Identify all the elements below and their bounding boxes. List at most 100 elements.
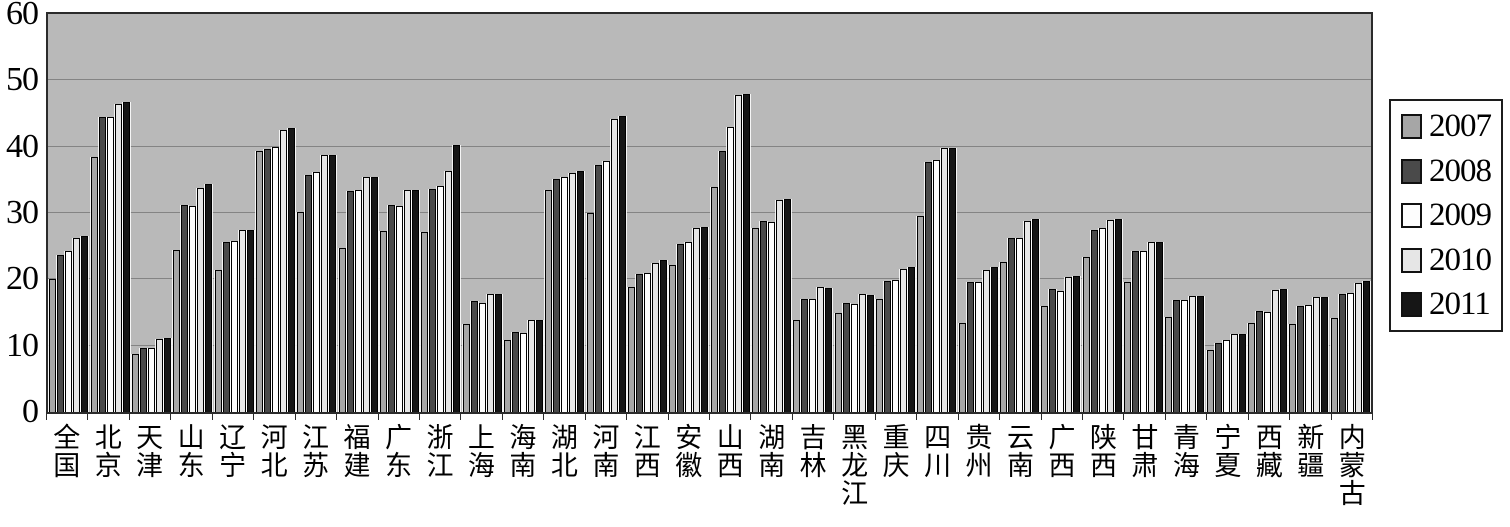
bar-陕西-2008 xyxy=(1090,229,1098,412)
bar-重庆-2011 xyxy=(908,267,916,412)
x-axis-label-江苏: 江苏 xyxy=(302,423,330,481)
bar-四川-2008 xyxy=(925,161,933,412)
bar-四川-2009 xyxy=(933,159,941,412)
legend-item-2007: 2007 xyxy=(1401,110,1493,143)
bar-黑龙江-2007 xyxy=(834,312,842,412)
bar-重庆-2007 xyxy=(876,298,884,412)
x-tick xyxy=(544,412,586,420)
x-axis-label-广西: 广西 xyxy=(1048,423,1076,481)
bar-group-海南 xyxy=(503,14,544,412)
bar-group-湖北 xyxy=(544,14,585,412)
bar-group-福建 xyxy=(337,14,378,412)
bar-江西-2009 xyxy=(643,272,651,412)
x-axis-label-内蒙古: 内蒙古 xyxy=(1338,423,1366,509)
bar-group-山东 xyxy=(172,14,213,412)
bar-全国-2007 xyxy=(49,278,57,412)
bar-福建-2009 xyxy=(354,190,362,412)
bar-北京-2009 xyxy=(106,116,114,412)
bar-海南-2007 xyxy=(503,339,511,412)
bar-青海-2008 xyxy=(1173,299,1181,412)
bar-广东-2011 xyxy=(411,190,419,412)
bar-全国-2011 xyxy=(81,236,89,412)
bar-group-辽宁 xyxy=(213,14,254,412)
bar-山东-2011 xyxy=(205,184,213,412)
bar-group-内蒙古 xyxy=(1330,14,1371,412)
bar-河北-2007 xyxy=(255,150,263,412)
bar-江苏-2011 xyxy=(329,154,337,412)
gridline xyxy=(48,145,1371,147)
bar-山东-2010 xyxy=(197,187,205,412)
x-tick xyxy=(88,412,130,420)
bar-上海-2009 xyxy=(478,302,486,412)
bar-内蒙古-2010 xyxy=(1354,282,1362,412)
bar-天津-2007 xyxy=(131,354,139,412)
bar-group-青海 xyxy=(1164,14,1205,412)
bar-河南-2011 xyxy=(618,116,626,412)
bar-江西-2011 xyxy=(659,260,667,412)
x-tick xyxy=(420,412,462,420)
bar-云南-2010 xyxy=(1024,220,1032,412)
bar-group-河南 xyxy=(585,14,626,412)
x-axis-label-天津: 天津 xyxy=(136,423,164,481)
x-axis-label-海南: 海南 xyxy=(509,423,537,481)
bar-吉林-2007 xyxy=(793,320,801,412)
bar-陕西-2007 xyxy=(1082,257,1090,412)
bar-group-贵州 xyxy=(958,14,999,412)
x-tick xyxy=(751,412,793,420)
x-axis-label-山东: 山东 xyxy=(177,423,205,481)
bar-江西-2007 xyxy=(627,286,635,412)
y-axis: 0 10 20 30 40 50 60 xyxy=(0,0,40,430)
bar-浙江-2007 xyxy=(421,232,429,412)
bar-上海-2008 xyxy=(470,300,478,412)
bar-云南-2009 xyxy=(1016,238,1024,412)
bar-甘肃-2008 xyxy=(1132,251,1140,412)
bar-陕西-2009 xyxy=(1098,227,1106,412)
bar-甘肃-2009 xyxy=(1140,250,1148,412)
x-tick xyxy=(213,412,255,420)
bar-新疆-2008 xyxy=(1297,305,1305,412)
bar-安徽-2011 xyxy=(701,226,709,412)
legend-item-2009: 2009 xyxy=(1401,199,1493,232)
bar-江苏-2007 xyxy=(297,212,305,412)
x-tick xyxy=(1124,412,1166,420)
bar-group-天津 xyxy=(131,14,172,412)
x-tick xyxy=(46,412,89,420)
bar-贵州-2010 xyxy=(982,270,990,412)
x-axis-label-湖南: 湖南 xyxy=(758,423,786,481)
bar-甘肃-2010 xyxy=(1148,242,1156,412)
x-tick xyxy=(337,412,379,420)
legend-swatch-2007 xyxy=(1401,114,1422,139)
gridline xyxy=(48,79,1371,81)
bar-青海-2009 xyxy=(1181,299,1189,412)
bar-group-陕西 xyxy=(1082,14,1123,412)
bar-西藏-2009 xyxy=(1264,311,1272,412)
bar-山西-2007 xyxy=(710,187,718,412)
bar-吉林-2010 xyxy=(817,287,825,412)
bar-青海-2007 xyxy=(1165,317,1173,412)
bar-广西-2008 xyxy=(1049,289,1057,412)
bar-辽宁-2011 xyxy=(246,229,254,412)
bar-湖南-2008 xyxy=(760,220,768,412)
bar-安徽-2010 xyxy=(693,227,701,412)
x-tick xyxy=(627,412,669,420)
bar-海南-2011 xyxy=(535,319,543,412)
bar-福建-2008 xyxy=(346,191,354,412)
x-tick xyxy=(461,412,503,420)
x-tick xyxy=(379,412,420,420)
x-axis-label-广东: 广东 xyxy=(384,423,412,481)
x-tick xyxy=(1207,412,1249,420)
bar-group-山西 xyxy=(710,14,751,412)
bar-河北-2008 xyxy=(263,149,271,412)
bar-山东-2008 xyxy=(181,205,189,412)
x-axis-label-贵州: 贵州 xyxy=(965,423,993,481)
x-tick xyxy=(1000,412,1042,420)
bar-湖北-2007 xyxy=(545,190,553,412)
bar-全国-2010 xyxy=(73,238,81,412)
bar-新疆-2011 xyxy=(1321,296,1329,412)
bar-湖南-2010 xyxy=(776,200,784,412)
y-axis-label: 50 xyxy=(6,61,39,99)
bar-黑龙江-2010 xyxy=(858,293,866,412)
bar-江苏-2010 xyxy=(321,154,329,412)
x-tick xyxy=(876,412,918,420)
bar-陕西-2011 xyxy=(1114,218,1122,412)
